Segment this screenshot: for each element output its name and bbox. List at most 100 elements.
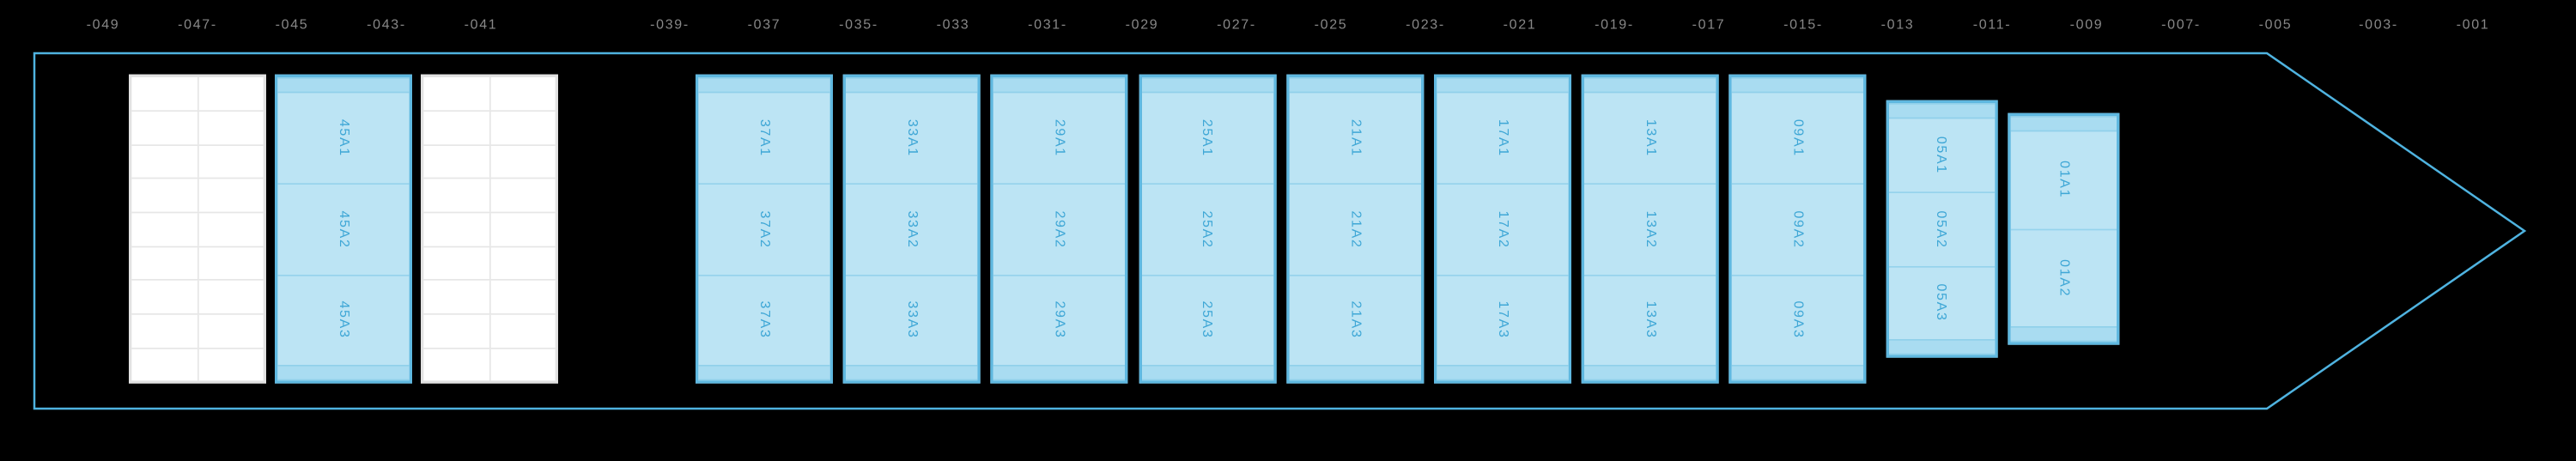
bay-bay05[interactable]: 05A105A205A3 <box>1886 100 1997 358</box>
bay-slot[interactable] <box>198 314 264 347</box>
bay-bay13[interactable]: 13A113A213A3 <box>1582 75 1719 384</box>
bay-tick: -021 <box>1504 17 1537 33</box>
bay-bay33[interactable]: 33A1 33A2 33A3 <box>843 75 981 384</box>
bay-slot[interactable] <box>198 247 264 280</box>
bay-bay43[interactable] <box>421 75 558 384</box>
bay-cell[interactable]: 45A2 <box>277 183 409 274</box>
bay-slot[interactable] <box>131 281 198 313</box>
bay-slot[interactable] <box>490 349 556 381</box>
bay-cell[interactable]: 05A3 <box>1888 265 1994 339</box>
bay-cell-label: 37A2 <box>756 210 772 248</box>
bay-cell[interactable]: 05A1 <box>1888 118 1994 191</box>
bay-cells: 25A125A225A3 <box>1141 93 1273 365</box>
bay-slot[interactable] <box>490 179 556 212</box>
bay-row <box>131 110 263 143</box>
bay-slot[interactable] <box>131 179 198 212</box>
bay-slot[interactable] <box>423 77 490 110</box>
bay-slot[interactable] <box>423 281 490 313</box>
bay-cells: 09A1 09A209A3 <box>1732 93 1863 365</box>
bay-tick: -023- <box>1406 17 1445 33</box>
bay-slot[interactable] <box>131 145 198 178</box>
bay-cell[interactable]: 33A2 <box>846 183 977 274</box>
bay-slot[interactable] <box>490 77 556 110</box>
bay-bay01[interactable]: 01A1 01A2 <box>2008 113 2119 345</box>
bay-cell[interactable]: 09A2 <box>1732 183 1863 274</box>
bay-cell[interactable]: 33A3 <box>846 274 977 365</box>
bay-slot[interactable] <box>490 247 556 280</box>
bay-slot[interactable] <box>131 77 198 110</box>
bay-slot[interactable] <box>423 314 490 347</box>
bay-bay47[interactable] <box>129 75 266 384</box>
bay-cap-bottom <box>1437 366 1568 381</box>
bay-slot[interactable] <box>423 145 490 178</box>
bay-slot[interactable] <box>490 112 556 144</box>
bay-slot[interactable] <box>423 247 490 280</box>
bay-cap-top <box>1437 77 1568 93</box>
bay-slot[interactable] <box>198 281 264 313</box>
bay-bay29[interactable]: 29A129A229A3 <box>991 75 1128 384</box>
bay-bay25[interactable]: 25A125A225A3 <box>1139 75 1276 384</box>
bay-cell[interactable]: 13A2 <box>1584 183 1716 274</box>
bay-cell[interactable]: 29A2 <box>993 183 1125 274</box>
bay-cell[interactable]: 13A3 <box>1584 274 1716 365</box>
bay-slot[interactable] <box>490 213 556 246</box>
bay-slot[interactable] <box>490 145 556 178</box>
bay-cell[interactable]: 01A2 <box>2010 228 2116 327</box>
bay-cell[interactable]: 33A1 <box>846 93 977 183</box>
bay-slot[interactable] <box>198 145 264 178</box>
bay-cell[interactable]: 37A3 <box>698 274 829 365</box>
bay-cell[interactable]: 37A1 <box>698 93 829 183</box>
bay-cell[interactable]: 05A2 <box>1888 191 1994 265</box>
bay-cell[interactable]: 45A1 <box>277 93 409 183</box>
bay-slot[interactable] <box>131 247 198 280</box>
bay-slot[interactable] <box>131 213 198 246</box>
bay-cell[interactable]: 13A1 <box>1584 93 1716 183</box>
bay-slot[interactable] <box>423 213 490 246</box>
bay-cell[interactable]: 17A3 <box>1437 274 1568 365</box>
bay-cell[interactable]: 09A1 <box>1732 93 1863 183</box>
bay-cell[interactable]: 21A2 <box>1289 183 1420 274</box>
bay-bay17[interactable]: 17A117A217A3 <box>1434 75 1571 384</box>
bay-cell[interactable]: 29A3 <box>993 274 1125 365</box>
bay-slot[interactable] <box>198 77 264 110</box>
bay-slot[interactable] <box>423 349 490 381</box>
bay-cell[interactable]: 29A1 <box>993 93 1125 183</box>
bay-cell[interactable]: 45A3 <box>277 274 409 365</box>
bay-row <box>131 77 263 110</box>
bay-bay21[interactable]: 21A121A221A3 <box>1286 75 1424 384</box>
bay-cell[interactable]: 37A2 <box>698 183 829 274</box>
bay-tick: -007- <box>2161 17 2201 33</box>
bay-slot[interactable] <box>423 179 490 212</box>
bay-row <box>131 246 263 279</box>
bay-tick: -037 <box>748 17 781 33</box>
bay-row <box>423 77 555 110</box>
bay-bay37[interactable]: 37A1 37A2 37A3 <box>696 75 833 384</box>
bay-slot[interactable] <box>131 349 198 381</box>
bay-cell[interactable]: 21A3 <box>1289 274 1420 365</box>
bay-slot[interactable] <box>198 112 264 144</box>
bay-slot[interactable] <box>131 314 198 347</box>
bay-cell-label: 33A2 <box>904 210 920 248</box>
bay-cell[interactable]: 17A2 <box>1437 183 1568 274</box>
bay-cell[interactable]: 01A1 <box>2010 131 2116 228</box>
bay-slot[interactable] <box>490 281 556 313</box>
bay-cell[interactable]: 21A1 <box>1289 93 1420 183</box>
bay-cap-top <box>2010 116 2116 131</box>
bay-cell[interactable]: 25A2 <box>1141 183 1273 274</box>
bay-slot[interactable] <box>131 112 198 144</box>
bay-cell[interactable]: 17A1 <box>1437 93 1568 183</box>
bay-slot[interactable] <box>198 349 264 381</box>
bay-cap-top <box>1584 77 1716 93</box>
bay-slot[interactable] <box>198 179 264 212</box>
bay-bay45[interactable]: 45A145A245A3 <box>275 75 412 384</box>
bay-slot[interactable] <box>490 314 556 347</box>
bay-cell[interactable]: 09A3 <box>1732 274 1863 365</box>
bay-tick: -019- <box>1595 17 1634 33</box>
bay-cell[interactable]: 25A1 <box>1141 93 1273 183</box>
bay-slot[interactable] <box>198 213 264 246</box>
bay-cell-label: 09A1 <box>1790 119 1806 157</box>
bay-cell[interactable]: 25A3 <box>1141 274 1273 365</box>
bay-slot[interactable] <box>423 112 490 144</box>
bay-cell-label: 01A1 <box>2056 161 2071 199</box>
bay-bay09[interactable]: 09A1 09A209A3 <box>1729 75 1867 384</box>
